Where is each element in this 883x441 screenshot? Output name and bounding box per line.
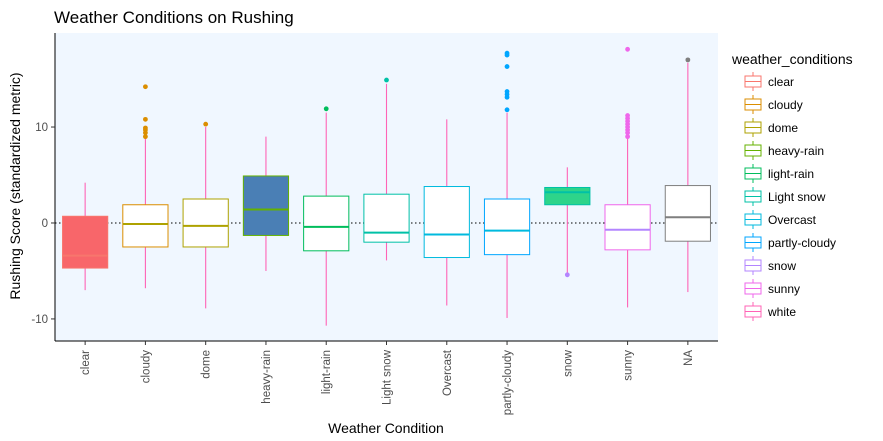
legend-label: light-rain (768, 167, 814, 181)
box (62, 215, 109, 269)
y-axis-label: Rushing Score (standardized metric) (7, 72, 23, 299)
box-group-clear (62, 182, 109, 291)
x-tick-label: cloudy (140, 350, 152, 383)
outlier-point (625, 134, 630, 140)
box-group-dome (182, 121, 229, 309)
legend: weather_conditions clear cloudy dome heavy-… (731, 51, 853, 321)
outlier-point (143, 116, 148, 122)
box (182, 198, 229, 248)
x-tick-label: Overcast (442, 349, 454, 396)
x-axis-label: Weather Condition (328, 420, 444, 436)
chart-title: Weather Conditions on Rushing (54, 8, 294, 27)
box (122, 204, 169, 248)
legend-label: dome (768, 121, 798, 135)
legend-label: snow (768, 259, 796, 273)
legend-item: clear (744, 72, 794, 91)
outlier-point (564, 272, 570, 278)
legend-label: Overcast (768, 213, 817, 227)
box-group-sunny (604, 46, 651, 308)
outlier-point (143, 125, 148, 131)
box (604, 204, 651, 251)
outlier-point (685, 57, 691, 63)
legend-label: sunny (768, 282, 800, 296)
legend-label: cloudy (768, 98, 803, 112)
outlier-point (504, 107, 510, 113)
x-tick-label: partly-cloudy (502, 350, 514, 415)
box-group-overcast (423, 119, 470, 306)
box (544, 186, 591, 206)
legend-item: white (744, 302, 796, 321)
outlier-point (625, 113, 630, 118)
box (303, 195, 350, 252)
x-tick-label: NA (683, 350, 695, 366)
legend-title: weather_conditions (731, 51, 853, 67)
box-group-light-rain (303, 106, 350, 326)
box-group-light-snow (363, 77, 410, 261)
legend-item: dome (744, 118, 798, 137)
x-tick-label: snow (562, 349, 574, 377)
x-tick-label: light-rain (321, 350, 333, 394)
outlier-point (504, 50, 510, 56)
outlier-point (504, 89, 510, 94)
x-tick-label: sunny (623, 350, 635, 381)
x-tick-label: heavy-rain (261, 350, 273, 404)
outlier-point (143, 84, 148, 90)
legend-label: Light snow (768, 190, 826, 204)
box-group-partly-cloudy (483, 50, 531, 318)
legend-item: partly-cloudy (744, 233, 836, 252)
box (483, 198, 531, 256)
legend-label: heavy-rain (768, 144, 824, 158)
box (363, 193, 410, 243)
outlier-point (384, 77, 389, 83)
x-tick-label: clear (80, 350, 92, 375)
legend-label: clear (768, 75, 794, 89)
y-tick-label: 0 (42, 218, 48, 230)
plot-area: -10 0 10 clear cloudy dome heavy-rain light-rai… (31, 33, 718, 415)
outlier-point (203, 121, 209, 127)
box-group-cloudy (122, 84, 169, 289)
outlier-point (504, 64, 510, 69)
legend-label: partly-cloudy (768, 236, 836, 250)
box (664, 185, 711, 242)
box (423, 186, 470, 259)
box (242, 175, 290, 236)
outlier-point (143, 134, 148, 140)
x-tick-label: dome (201, 350, 213, 379)
legend-item: sunny (744, 279, 800, 298)
outlier-point (323, 106, 329, 112)
y-tick-label: 10 (35, 122, 48, 134)
legend-item: cloudy (744, 95, 803, 114)
box-group-na (664, 57, 711, 293)
legend-item: heavy-rain (744, 141, 824, 160)
y-tick-label: -10 (31, 314, 48, 326)
legend-label: white (767, 305, 796, 319)
box-group-heavy-rain (242, 136, 290, 271)
outlier-point (625, 46, 630, 52)
x-tick-label: Light snow (382, 349, 394, 405)
legend-item: Light snow (744, 187, 826, 206)
legend-item: Overcast (744, 210, 817, 229)
legend-item: snow (744, 256, 796, 275)
box-group-snow (544, 167, 591, 278)
legend-item: light-rain (744, 164, 814, 183)
